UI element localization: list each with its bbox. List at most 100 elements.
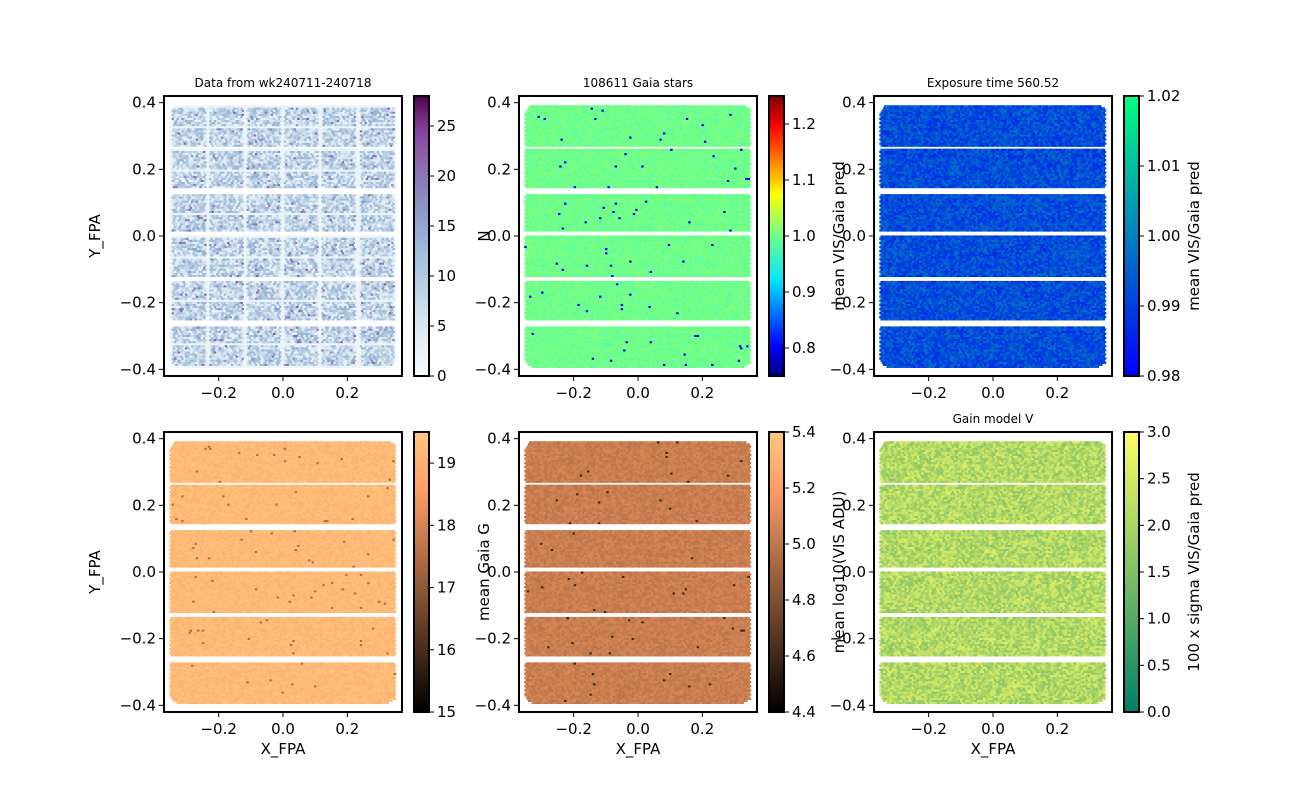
- heat-cell: [367, 291, 370, 293]
- heat-cell: [184, 295, 187, 297]
- heat-cell: [313, 318, 316, 320]
- heat-cell: [263, 337, 266, 339]
- heat-cell: [207, 347, 210, 349]
- heat-cell: [258, 300, 261, 302]
- heat-cell: [195, 273, 198, 275]
- heat-cell: [392, 310, 395, 312]
- heat-cell: [344, 264, 347, 266]
- heat-cell: [273, 312, 276, 314]
- heat-cell: [257, 314, 260, 316]
- heat-cell: [391, 283, 394, 285]
- heat-cell: [205, 250, 208, 252]
- heat-cell: [372, 254, 375, 256]
- heat-cell: [322, 318, 325, 320]
- heat-cell: [394, 254, 397, 256]
- heat-cell: [303, 339, 306, 341]
- heat-cell: [273, 353, 276, 355]
- heat-cell: [361, 310, 364, 312]
- heat-cell: [392, 318, 395, 320]
- heat-cell: [185, 256, 188, 258]
- heat-cell: [213, 349, 216, 351]
- heat-cell: [342, 289, 345, 291]
- heat-cell: [359, 269, 362, 271]
- heat-cell: [174, 258, 177, 260]
- heat-cell: [222, 262, 225, 264]
- heat-cell: [307, 262, 310, 264]
- heat-cell: [192, 273, 195, 275]
- heat-cell: [275, 308, 278, 310]
- heat-cell: [366, 285, 369, 287]
- heat-cell: [374, 287, 377, 289]
- heat-cell: [386, 316, 389, 318]
- heat-cell: [251, 366, 254, 368]
- heat-cell: [388, 359, 391, 361]
- heat-cell: [217, 250, 220, 252]
- heat-cell: [356, 302, 359, 304]
- heat-cell: [279, 306, 282, 308]
- heat-cell: [271, 341, 274, 343]
- heat-cell: [286, 364, 289, 366]
- heat-cell: [231, 264, 234, 266]
- heat-cell: [249, 357, 252, 359]
- heat-cell: [386, 275, 389, 277]
- heat-cell: [290, 300, 293, 302]
- heat-cell: [322, 260, 325, 262]
- heat-cell: [274, 343, 277, 345]
- heat-cell: [289, 252, 292, 254]
- heat-cell: [342, 339, 345, 341]
- heat-cell: [375, 293, 378, 295]
- heat-cell: [249, 353, 252, 355]
- heat-cell: [382, 254, 385, 256]
- heat-cell: [287, 246, 290, 248]
- heat-cell: [257, 318, 260, 320]
- heat-cell: [332, 310, 335, 312]
- heat-cell: [173, 326, 176, 328]
- heat-cell: [185, 293, 188, 295]
- heat-cell: [199, 306, 202, 308]
- heat-cell: [379, 266, 382, 268]
- heat-cell: [331, 304, 334, 306]
- heat-cell: [219, 281, 222, 283]
- heat-cell: [263, 316, 266, 318]
- heat-cell: [375, 297, 378, 299]
- heat-cell: [193, 362, 196, 364]
- heat-cell: [362, 295, 365, 297]
- heat-cell: [207, 264, 210, 266]
- heat-cell: [245, 331, 248, 333]
- heat-cell: [345, 283, 348, 285]
- heat-cell: [213, 283, 216, 285]
- heat-cell: [289, 273, 292, 275]
- heat-cell: [234, 266, 237, 268]
- heat-cell: [262, 310, 265, 312]
- heat-cell: [265, 302, 268, 304]
- heat-cell: [318, 297, 321, 299]
- heat-cell: [170, 331, 173, 333]
- heat-cell: [252, 289, 255, 291]
- heat-cell: [190, 310, 193, 312]
- heat-cell: [308, 314, 311, 316]
- heat-cell: [315, 359, 318, 361]
- heat-cell: [336, 337, 339, 339]
- heat-cell: [190, 306, 193, 308]
- heat-cell: [374, 275, 377, 277]
- heat-cell: [208, 362, 211, 364]
- heat-cell: [273, 287, 276, 289]
- heat-cell: [205, 275, 208, 277]
- heat-cell: [245, 285, 248, 287]
- heat-cell: [232, 357, 235, 359]
- heat-cell: [389, 349, 392, 351]
- heat-cell: [283, 300, 286, 302]
- heat-cell: [308, 339, 311, 341]
- heat-cell: [242, 333, 245, 335]
- heat-cell: [394, 341, 397, 343]
- heat-cell: [181, 312, 184, 314]
- heat-cell: [297, 312, 300, 314]
- heat-cell: [263, 308, 266, 310]
- heat-cell: [350, 353, 353, 355]
- heat-cell: [356, 306, 359, 308]
- heat-cell: [213, 308, 216, 310]
- heat-cell: [312, 250, 315, 252]
- heat-cell: [350, 258, 353, 260]
- heat-cell: [256, 295, 259, 297]
- heat-cell: [298, 343, 301, 345]
